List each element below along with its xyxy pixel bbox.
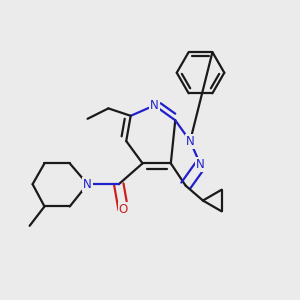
Text: N: N (83, 178, 92, 191)
Text: N: N (186, 135, 194, 148)
Text: O: O (118, 203, 128, 216)
Text: N: N (196, 158, 205, 171)
Text: N: N (150, 99, 159, 112)
